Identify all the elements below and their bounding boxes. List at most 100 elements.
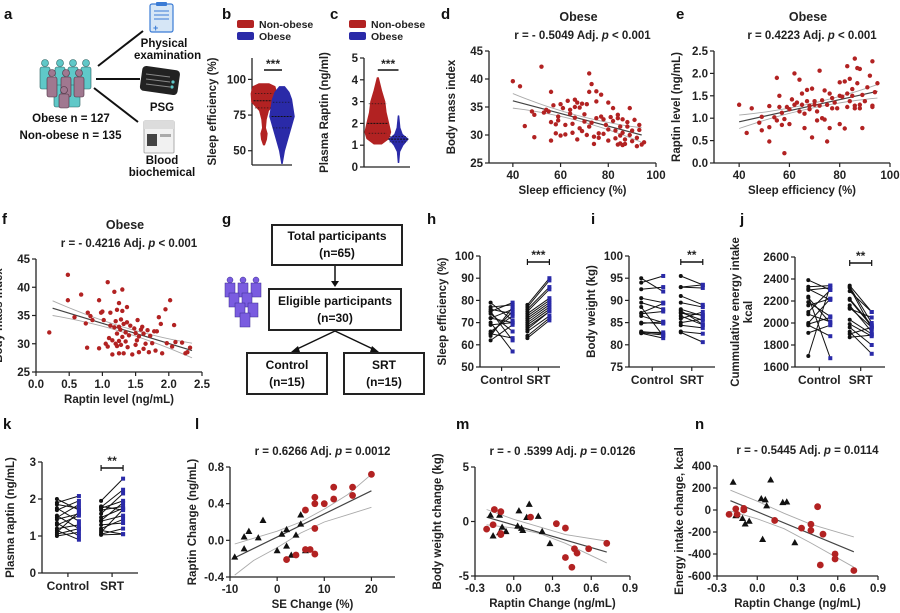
- chart-e: 0.0 0.5 1.0 1.5 2.0 2.5 40 60 80 100 Sleep efficie…: [671, 10, 900, 197]
- data-point: [330, 483, 338, 491]
- after-point: [547, 316, 552, 321]
- paired-line: [849, 307, 873, 328]
- flow-box-n: (n=15): [269, 374, 305, 389]
- data-point: [862, 98, 868, 104]
- data-point: [146, 350, 152, 355]
- paired-line: [101, 533, 124, 536]
- paired-line: [640, 277, 664, 292]
- stat-annotation: r = - 0.5445 Adj. p = 0.0114: [736, 445, 879, 457]
- y-tick-label: 45: [17, 254, 30, 266]
- paired-line: [808, 313, 831, 323]
- data-point: [311, 493, 319, 501]
- data-point: [159, 351, 165, 356]
- data-point-triangle: [489, 532, 497, 539]
- before-point: [806, 330, 811, 335]
- after-point: [510, 320, 515, 325]
- after-point: [121, 476, 126, 481]
- after-point: [828, 321, 833, 325]
- data-point: [725, 511, 733, 518]
- y-tick-label: 40: [17, 282, 30, 294]
- after-point: [121, 521, 126, 526]
- after-point: [661, 333, 666, 338]
- paired-line: [849, 334, 872, 338]
- data-point: [622, 141, 628, 147]
- p-value: = 0.0012: [342, 446, 390, 458]
- data-point: [829, 106, 835, 111]
- after-point: [869, 325, 874, 330]
- after-point: [510, 307, 515, 312]
- r-value: r = - 0.5445 Adj.: [736, 445, 823, 457]
- before-point: [488, 311, 493, 316]
- before-point: [639, 321, 644, 326]
- data-point: [306, 546, 314, 553]
- data-point: [527, 513, 534, 521]
- data-point-triangle: [283, 525, 291, 533]
- x-tick-label: -0.3: [465, 583, 485, 595]
- x-tick-label: Control: [47, 579, 90, 593]
- data-point: [283, 556, 290, 563]
- chart-k: 0 1 2 3 Plasma raptin (ng/mL) Control SRT **: [5, 454, 138, 593]
- after-point: [828, 323, 833, 328]
- before-point: [54, 508, 59, 513]
- y-tick-label: 1: [30, 531, 37, 543]
- data-point: [782, 150, 787, 156]
- panel-a-graphic: +: [39, 2, 180, 154]
- paired-line: [808, 285, 831, 288]
- paired-line: [100, 489, 124, 508]
- before-point: [639, 310, 644, 315]
- chart-f: 25 30 35 40 45 0.0 0.5 1.0 1.5 2.0 2.5 Raptin level…: [0, 218, 211, 406]
- before-point: [54, 534, 59, 538]
- y-tick-label: 25: [17, 367, 30, 379]
- data-point-triangle: [297, 511, 305, 518]
- y-tick-label: 35: [17, 311, 30, 323]
- before-point: [847, 325, 852, 330]
- data-point-triangle: [278, 530, 286, 537]
- p-symbol: p: [334, 446, 342, 458]
- y-tick-label: 50: [461, 362, 474, 374]
- data-point: [121, 321, 126, 327]
- data-point: [594, 116, 599, 121]
- y-tick-label: 5: [352, 53, 359, 65]
- paired-line: [490, 306, 513, 337]
- before-point: [806, 354, 811, 358]
- after-point: [510, 322, 515, 327]
- y-tick-label: 1.0: [692, 113, 708, 125]
- before-point: [99, 522, 104, 527]
- regression-line: [234, 490, 372, 559]
- data-point: [782, 116, 787, 122]
- data-point-triangle: [761, 496, 769, 503]
- x-tick-label: 2.0: [161, 379, 177, 391]
- r-value: r = - 0 .5399 Adj.: [490, 446, 581, 458]
- before-point: [806, 323, 811, 328]
- x-tick-label: Control: [480, 373, 523, 387]
- paired-line: [641, 332, 664, 339]
- stat-annotation: r = 0.6266 Adj. p = 0.0012: [255, 446, 391, 458]
- data-point: [551, 103, 556, 108]
- data-point: [572, 115, 578, 120]
- data-point: [732, 505, 740, 513]
- data-point-triangle: [240, 545, 248, 552]
- data-point-triangle: [231, 553, 239, 560]
- flow-box-title: SRT: [372, 357, 396, 372]
- y-tick-label: 100: [604, 251, 623, 263]
- y-tick-label: 0: [30, 568, 36, 580]
- data-point: [774, 75, 780, 81]
- data-point: [627, 105, 632, 111]
- y-axis-label: Raptin level (ng/mL): [671, 52, 683, 162]
- data-point: [141, 331, 146, 336]
- data-point: [831, 555, 839, 563]
- after-point: [547, 309, 552, 314]
- x-tick-label: SRT: [680, 373, 705, 387]
- data-point: [787, 121, 792, 127]
- data-point: [120, 308, 125, 314]
- data-point: [792, 71, 797, 76]
- data-point: [84, 345, 90, 350]
- data-point: [116, 338, 122, 344]
- connector-line: [97, 30, 144, 67]
- data-point: [570, 121, 575, 127]
- data-point: [133, 342, 138, 348]
- x-tick-label: 0.3: [790, 583, 806, 595]
- p-value: < 0.001: [835, 30, 877, 42]
- flow-box-total: Total participants (n=65): [271, 224, 403, 266]
- data-point-triangle: [254, 534, 262, 541]
